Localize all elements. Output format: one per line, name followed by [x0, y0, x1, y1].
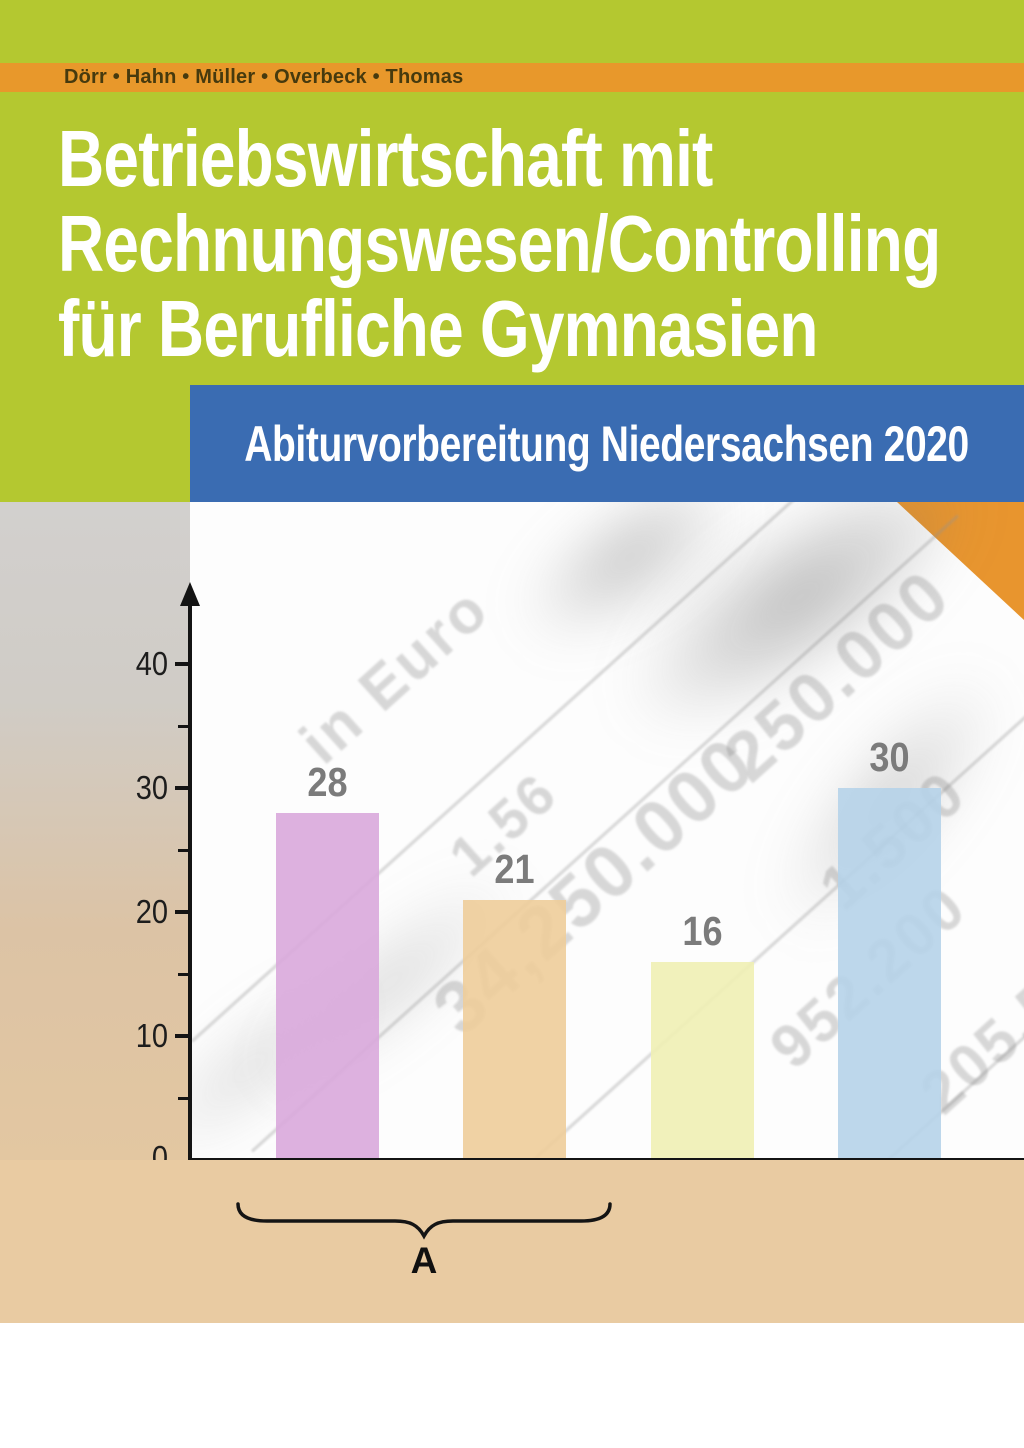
title-line-1: Betriebswirtschaft mit	[58, 114, 713, 203]
watermark-figure: in Euro	[287, 574, 502, 777]
group-label: A	[410, 1240, 438, 1281]
authors-text: Dörr • Hahn • Müller • Overbeck • Thomas	[64, 66, 464, 88]
author-strip: Dörr • Hahn • Müller • Overbeck • Thomas	[0, 63, 1024, 92]
left-gradient-strip	[0, 502, 190, 1160]
chart-bar	[651, 962, 754, 1160]
footer: Bildungsverlag EINS westermann	[0, 1323, 1024, 1448]
bar-value-label: 21	[494, 846, 535, 892]
chart-bar	[463, 900, 566, 1160]
chart-bar	[838, 788, 941, 1160]
bar-value-label: 28	[307, 759, 348, 805]
bar-value-label: 30	[869, 734, 910, 780]
book-title: Betriebswirtschaft mit Rechnungswesen/Co…	[58, 116, 1024, 371]
edition-banner-text: Abiturvorbereitung Niedersachsen 2020	[244, 415, 970, 472]
bar-value-label: 16	[682, 908, 723, 954]
edition-banner: Abiturvorbereitung Niedersachsen 2020	[190, 385, 1024, 502]
title-line-2: Rechnungswesen/Controlling	[58, 199, 941, 288]
group-brace	[236, 1202, 612, 1240]
chart-bar	[276, 813, 379, 1160]
title-line-3: für Berufliche Gymnasien	[58, 284, 818, 373]
bottom-band	[0, 1160, 1024, 1323]
bar-chart: in Euro1.5634,250.000250.0001.500952.200…	[190, 502, 1024, 1160]
